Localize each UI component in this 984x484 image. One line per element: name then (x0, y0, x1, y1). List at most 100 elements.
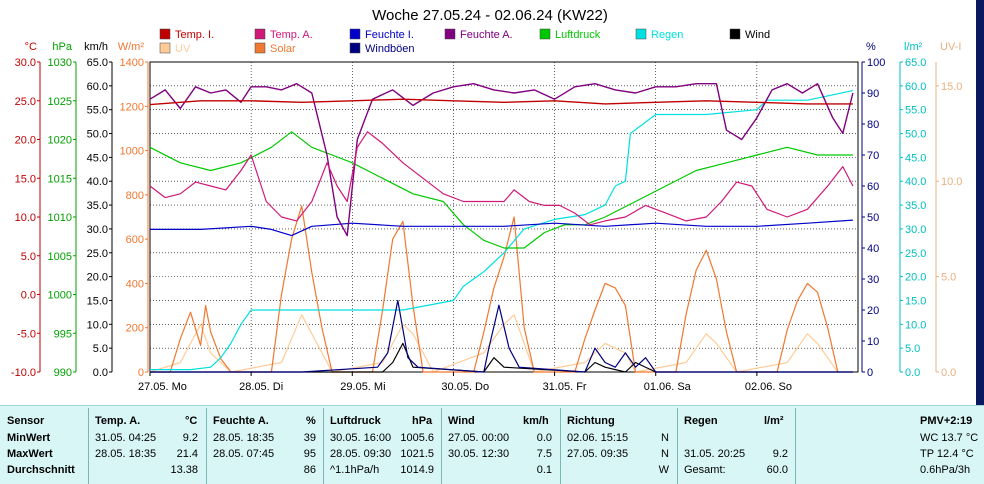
divider (560, 408, 561, 484)
stats-header-luftdruck: Luftdruck (330, 415, 381, 427)
tick-label: 65.0 (905, 57, 926, 69)
legend-label-uv: UV (175, 43, 191, 55)
tick-label: 1030 (48, 57, 72, 69)
divider (441, 408, 442, 484)
x-axis: 27.05. Mo 28.05. Di 29.05. Mi 30.05. Do 31.0… (138, 372, 792, 393)
legend-label-feuchte_i: Feuchte I. (365, 29, 414, 41)
tick-label: 0.0 (905, 367, 920, 379)
stats-wind-time: 27.05. 00:00 (448, 432, 510, 444)
tick-label: 10.0 (905, 319, 926, 331)
legend-swatch-temp_a (254, 28, 266, 40)
stats-header-sensor: Sensor (7, 415, 45, 427)
stats-regen-val: 60.0 (766, 464, 788, 476)
tick-label: 50 (867, 212, 879, 224)
tick-label: 400 (126, 278, 144, 290)
stats-header-feuchte-a: Feuchte A. (213, 415, 269, 427)
legend-swatch-solar (254, 42, 266, 54)
stats-regen-time: 31.05. 20:25 (684, 448, 746, 460)
legend-label-regen: Regen (651, 29, 683, 41)
tick-label: 0 (867, 367, 873, 379)
legend-label-feuchte_a: Feuchte A. (460, 29, 513, 41)
legend-swatch-temp_i (159, 28, 171, 40)
stats-feuchte-a-val: 95 (303, 448, 316, 460)
series-line-feuchte_a (149, 83, 854, 237)
legend-swatch-windboeen (349, 42, 361, 54)
stats-temp-a-val: 21.4 (176, 448, 198, 460)
series-line-wind (150, 342, 853, 373)
plot-frame (149, 61, 859, 373)
stats-luftdruck-time: 28.05. 09:30 (330, 448, 392, 460)
tick-label: 40.0 (905, 176, 926, 188)
stats-extra: WC 13.7 °C (920, 432, 979, 444)
tick-label: 0.0 (93, 367, 108, 379)
tick-label: 30.0 (905, 224, 926, 236)
tick-label: 20.0 (15, 135, 36, 147)
x-tick-label: 27.05. Mo (138, 381, 187, 393)
axis-Wm-left: W/m² 1400 1200 1000 800 600 400 200 0 (118, 41, 149, 379)
divider (323, 408, 324, 484)
stats-richtung-time: 02.06. 15:15 (567, 432, 629, 444)
tick-label: 40 (867, 243, 879, 255)
stats-header-temp-a-unit: °C (185, 415, 198, 427)
stats-luftdruck-time: ^1.1hPa/h (330, 464, 380, 476)
axis-unit-label: UV-I (940, 41, 961, 53)
stats-luftdruck-time: 30.05. 16:00 (330, 432, 392, 444)
tick-label: 10.0 (87, 319, 108, 331)
tick-label: 0.0 (21, 290, 36, 302)
series-line-luftdruck (149, 131, 853, 249)
weather-chart: Woche 27.05.24 - 02.06.24 (KW22) Temp. I… (11, 7, 963, 393)
series-line-temp_i (149, 98, 853, 106)
tick-label: 35.0 (905, 200, 926, 212)
divider (795, 408, 796, 484)
legend-swatch-luftdruck (539, 28, 551, 40)
axis-unit-label: l/m² (904, 41, 923, 53)
stats-wind-time: 30.05. 12:30 (448, 448, 510, 460)
tick-label: 1000 (120, 146, 144, 158)
tick-label: 1020 (48, 135, 72, 147)
legend-label-solar: Solar (270, 43, 296, 55)
stats-richtung-val: W (658, 464, 669, 476)
tick-label: 80 (867, 119, 879, 131)
tick-label: 1000 (48, 290, 72, 302)
tick-label: 30.0 (15, 57, 36, 69)
legend-swatch-feuchte_i (349, 28, 361, 40)
stats-feuchte-a-time: 28.05. 18:35 (213, 432, 275, 444)
series-line-uv (149, 314, 839, 373)
x-tick-label: 01.06. Sa (644, 381, 692, 393)
stats-temp-a-val: 9.2 (182, 432, 198, 444)
stats-header-pmv: PMV+2:19 (920, 415, 973, 427)
stats-temp-a-time: 31.05. 04:25 (95, 432, 157, 444)
tick-label: 10.0 (15, 212, 36, 224)
stats-feuchte-a-time: 28.05. 07:45 (213, 448, 275, 460)
x-tick-label: 30.05. Do (441, 381, 489, 393)
axis-kmh-left: km/h 65.0 60.0 55.0 50.0 45.0 40.0 35.0 30.0 25.0… (84, 41, 113, 379)
divider (677, 408, 678, 484)
legend-swatch-regen (635, 28, 647, 40)
legend-label-luftdruck: Luftdruck (555, 29, 601, 41)
stats-feuchte-a-val: 39 (303, 432, 316, 444)
tick-label: 25.0 (905, 248, 926, 260)
stats-wind-val: 7.5 (536, 448, 552, 460)
stats-wind-val: 0.0 (536, 432, 552, 444)
stats-feuchte-a-val: 86 (303, 464, 316, 476)
stats-luftdruck-val: 1021.5 (400, 448, 434, 460)
tick-label: 200 (126, 323, 144, 335)
tick-label: 5.0 (21, 251, 36, 263)
tick-label: 25.0 (15, 96, 36, 108)
stats-richtung-time: 27.05. 09:35 (567, 448, 629, 460)
tick-label: 1005 (48, 251, 72, 263)
tick-label: 60.0 (87, 81, 108, 93)
stats-richtung-val: N (661, 432, 669, 444)
series-line-feuchte_i (150, 219, 853, 237)
tick-label: 55.0 (905, 105, 926, 117)
axis-unit-label: hPa (52, 41, 72, 53)
stats-label: Durchschnitt (7, 464, 75, 476)
series-line-windboeen (150, 299, 853, 373)
x-tick-label: 02.06. So (745, 381, 792, 393)
stats-regen-val: 9.2 (772, 448, 788, 460)
axis-unit-label: W/m² (118, 41, 145, 53)
tick-label: 60 (867, 181, 879, 193)
stats-header-wind: Wind (448, 415, 475, 427)
axis-C-left: °C 30.0 25.0 20.0 15.0 10.0 5.0 0.0 -5.0 -10.0 (11, 41, 41, 379)
